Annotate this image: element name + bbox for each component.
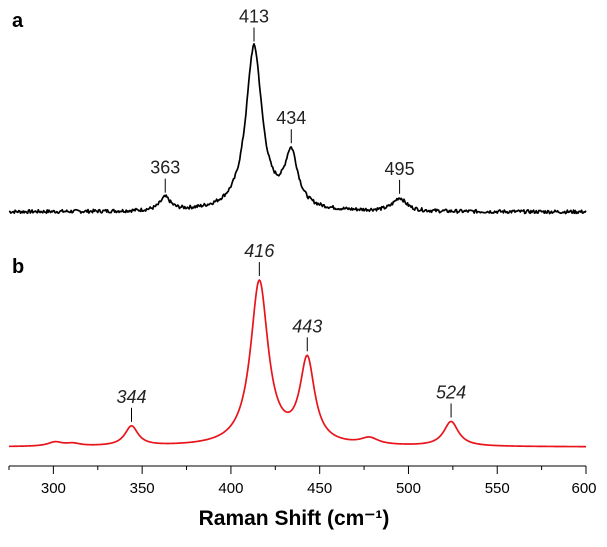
panel-a: a 363 413 434 495 [8,7,587,215]
peak-label-413: 413 [239,7,269,27]
x-axis-ticks: 300 350 400 450 500 550 600 [8,466,597,497]
x-tick-label-300: 300 [41,480,66,497]
x-tick-label-500: 500 [396,480,421,497]
panel-b-peak-labels: 344 416 443 524 [116,241,466,422]
peak-label-344: 344 [116,387,146,407]
panel-b-label: b [12,256,24,278]
peak-label-416: 416 [244,241,275,261]
peak-label-363: 363 [150,158,180,178]
x-axis: 300 350 400 450 500 550 600 Raman Shift (cm⁻¹) [8,465,597,530]
panel-a-peak-labels: 363 413 434 495 [150,7,415,194]
peak-label-495: 495 [385,159,415,179]
panel-a-label: a [12,10,24,32]
x-tick-label-550: 550 [485,480,510,497]
x-tick-label-450: 450 [307,480,332,497]
peak-label-443: 443 [292,316,322,336]
panel-b: b 344 416 443 524 [8,241,586,448]
x-tick-label-600: 600 [571,480,596,497]
peak-label-434: 434 [276,108,306,128]
peak-label-524: 524 [436,382,466,402]
spectrum-b-line [8,279,586,448]
x-tick-label-400: 400 [218,480,243,497]
x-axis-title: Raman Shift (cm⁻¹) [199,507,390,530]
spectrum-a-line [8,43,587,215]
x-tick-label-350: 350 [130,480,155,497]
